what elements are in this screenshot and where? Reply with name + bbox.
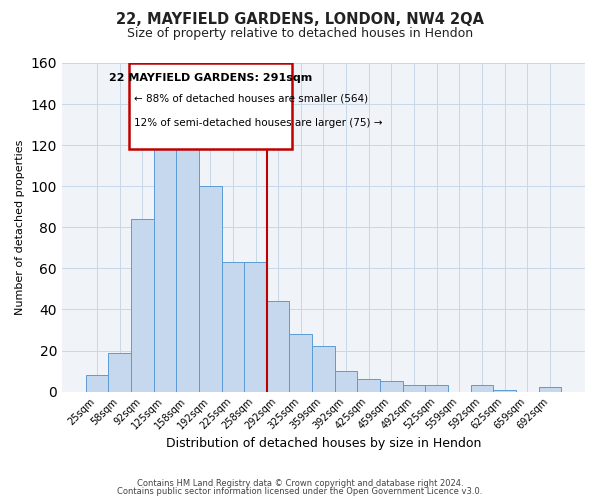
Bar xyxy=(109,352,131,392)
Bar xyxy=(244,262,267,392)
Bar xyxy=(380,382,403,392)
Text: ← 88% of detached houses are smaller (564): ← 88% of detached houses are smaller (56… xyxy=(134,94,368,104)
Text: Contains public sector information licensed under the Open Government Licence v3: Contains public sector information licen… xyxy=(118,487,482,496)
FancyBboxPatch shape xyxy=(129,63,292,150)
Text: Contains HM Land Registry data © Crown copyright and database right 2024.: Contains HM Land Registry data © Crown c… xyxy=(137,478,463,488)
Bar xyxy=(403,386,425,392)
Bar xyxy=(86,375,109,392)
Bar xyxy=(289,334,312,392)
Text: 12% of semi-detached houses are larger (75) →: 12% of semi-detached houses are larger (… xyxy=(134,118,383,128)
Text: 22 MAYFIELD GARDENS: 291sqm: 22 MAYFIELD GARDENS: 291sqm xyxy=(109,74,312,84)
Text: Size of property relative to detached houses in Hendon: Size of property relative to detached ho… xyxy=(127,28,473,40)
Bar xyxy=(493,390,516,392)
Bar xyxy=(539,388,561,392)
X-axis label: Distribution of detached houses by size in Hendon: Distribution of detached houses by size … xyxy=(166,437,481,450)
Bar xyxy=(267,301,289,392)
Bar xyxy=(358,380,380,392)
Bar xyxy=(312,346,335,392)
Text: 22, MAYFIELD GARDENS, LONDON, NW4 2QA: 22, MAYFIELD GARDENS, LONDON, NW4 2QA xyxy=(116,12,484,28)
Y-axis label: Number of detached properties: Number of detached properties xyxy=(15,140,25,315)
Bar xyxy=(470,386,493,392)
Bar xyxy=(131,219,154,392)
Bar xyxy=(154,118,176,392)
Bar xyxy=(335,371,358,392)
Bar xyxy=(176,143,199,392)
Bar xyxy=(425,386,448,392)
Bar xyxy=(199,186,221,392)
Bar xyxy=(221,262,244,392)
